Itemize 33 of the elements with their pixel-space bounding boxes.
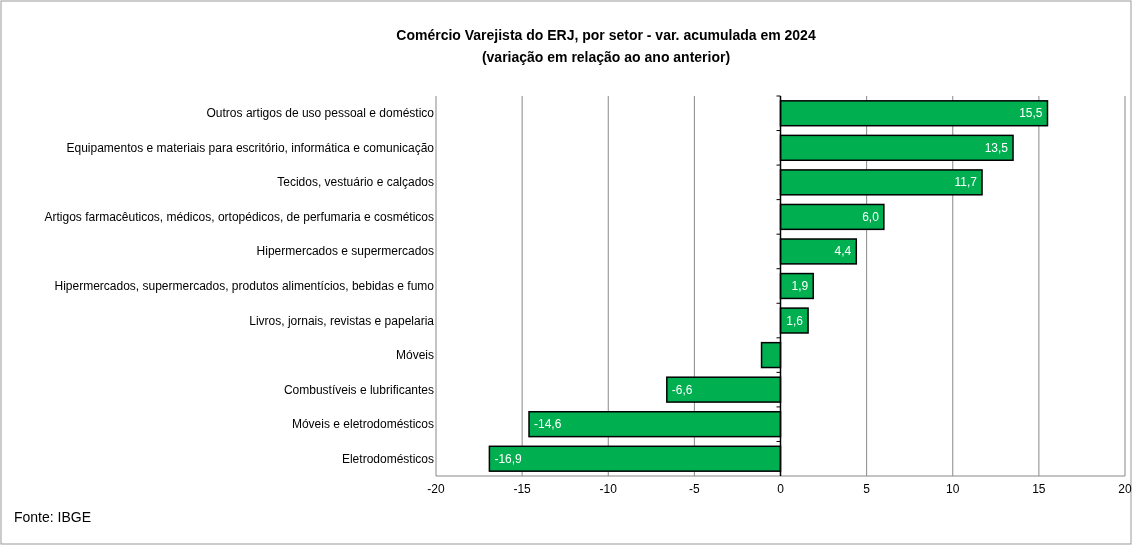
y-tick-label: Combustíveis e lubrificantes — [283, 382, 434, 397]
x-tick-label: 0 — [777, 482, 785, 496]
data-label: 4,4 — [834, 244, 852, 259]
y-tick-label: Livros, jornais, revistas e papelaria — [249, 313, 435, 328]
y-tick-label: Equipamentos e materiais para escritório, informática e comunicação — [66, 140, 435, 155]
y-tick-label: Hipermercados e supermercados — [256, 244, 434, 259]
data-label: 1,9 — [791, 279, 809, 293]
x-tick-label: -5 — [689, 482, 701, 496]
chart-subtitle: (variação em relação ao ano anterior) — [481, 49, 731, 65]
y-tick-label: Outros artigos de uso pessoal e doméstico — [206, 106, 435, 121]
y-tick-label: Móveis — [395, 348, 434, 363]
data-label: 11,7 — [954, 175, 978, 190]
x-tick-label: -20 — [427, 482, 445, 496]
chart-title: Comércio Varejista do ERJ, por setor - var. acumulada em 2024 — [396, 27, 816, 43]
data-label: -14,6 — [534, 417, 562, 432]
data-label: 15,5 — [1019, 106, 1043, 121]
data-label: -6,6 — [671, 382, 693, 397]
data-label: 1,6 — [786, 313, 804, 328]
x-tick-label: -10 — [599, 482, 618, 496]
x-tick-label: 10 — [946, 482, 960, 496]
y-tick-label: Artigos farmacêuticos, médicos, ortopédicos, de perfumaria e cosméticos — [44, 209, 434, 224]
data-label: -16,9 — [494, 451, 523, 466]
y-tick-label: Tecidos, vestuário e calçados — [277, 175, 434, 190]
y-tick-label: Hipermercados, supermercados, produtos alimentícios, bebidas e fumo — [54, 279, 435, 293]
source-note: Fonte: IBGE — [14, 509, 92, 525]
x-tick-label: 15 — [1032, 482, 1046, 496]
data-label: 13,5 — [984, 140, 1009, 155]
x-tick-label: -15 — [513, 482, 532, 496]
x-tick-label: 5 — [863, 482, 871, 496]
y-tick-label: Móveis e eletrodomésticos — [291, 417, 434, 432]
y-tick-label: Eletrodomésticos — [341, 451, 434, 466]
x-tick-label: 20 — [1118, 482, 1132, 496]
data-label: 6,0 — [862, 209, 880, 224]
